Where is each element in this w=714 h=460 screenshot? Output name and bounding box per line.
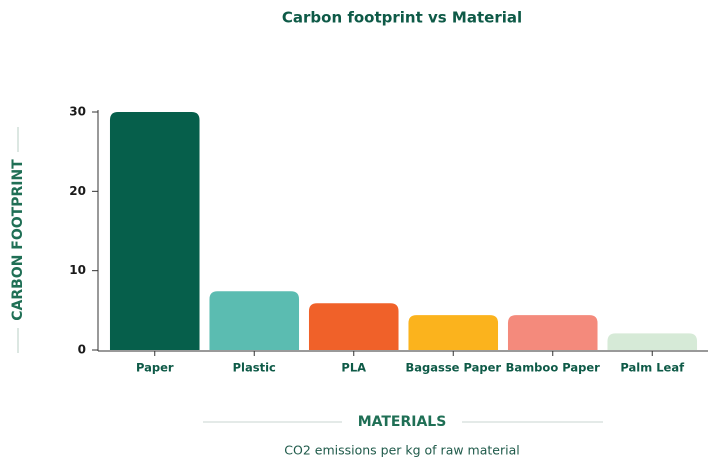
bar (109, 112, 200, 350)
bar (507, 315, 598, 350)
x-tick-label: Palm Leaf (620, 361, 685, 375)
y-tick-label: 30 (69, 105, 86, 119)
y-axis-title: CARBON FOOTPRINT (10, 159, 26, 321)
bar (607, 333, 698, 350)
chart-title: Carbon footprint vs Material (282, 9, 522, 27)
y-tick-label: 10 (69, 263, 86, 277)
x-tick-label: Paper (136, 361, 174, 375)
bar (408, 315, 499, 350)
x-axis-title: MATERIALS (358, 414, 447, 430)
x-tick-label: Bamboo Paper (506, 361, 600, 375)
x-tick-label: Bagasse Paper (405, 361, 501, 375)
y-tick-label: 20 (69, 184, 86, 198)
x-tick-label: PLA (341, 361, 366, 375)
y-tick-label: 0 (78, 343, 86, 357)
bar (308, 303, 399, 350)
bar (209, 291, 300, 350)
x-tick-label: Plastic (233, 361, 276, 375)
caption: CO2 emissions per kg of raw material (284, 443, 519, 458)
